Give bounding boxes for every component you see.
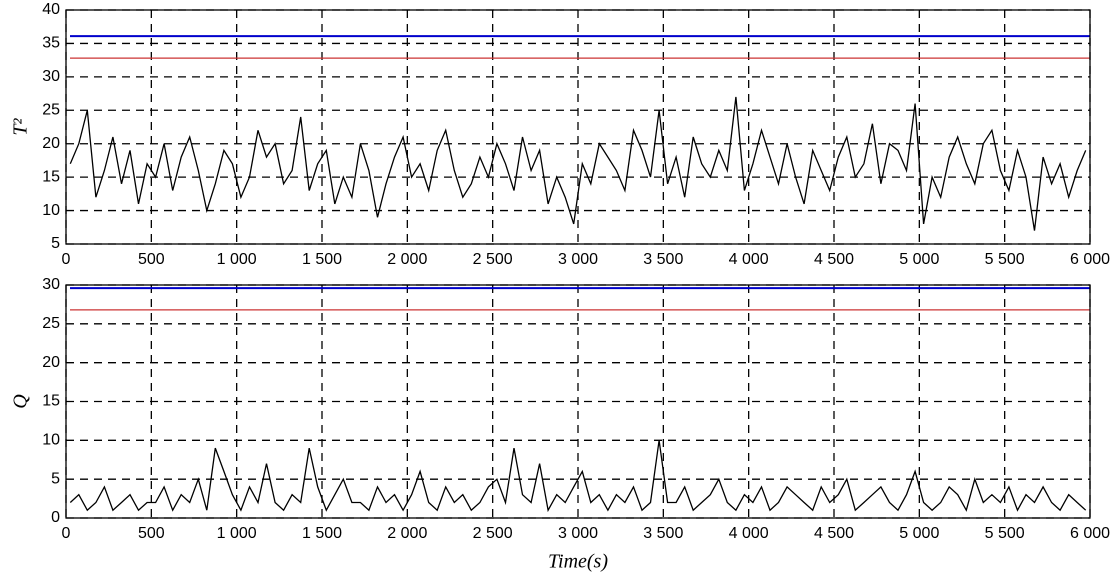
y-tick-label: 0 (51, 509, 60, 526)
y-tick-label: 5 (51, 235, 60, 252)
x-tick-label: 2 500 (473, 251, 513, 268)
y-tick-label: 25 (42, 315, 60, 332)
y-tick-label: 35 (42, 35, 60, 52)
x-tick-label: 4 000 (729, 251, 769, 268)
x-tick-label: 5 000 (899, 525, 939, 542)
y-tick-label: 20 (42, 135, 60, 152)
y-tick-label: 5 (51, 470, 60, 487)
plot-frame (65, 284, 1091, 519)
x-tick-label: 2 000 (387, 251, 427, 268)
x-tick-label: 5 500 (985, 251, 1025, 268)
series-line (69, 440, 1087, 513)
y-tick-label: 30 (42, 68, 60, 85)
x-tick-label: 0 (62, 525, 71, 542)
x-tick-label: 3 500 (643, 525, 683, 542)
x-tick-label: 4 500 (814, 525, 854, 542)
series-line (69, 96, 1087, 231)
x-tick-label: 1 000 (217, 525, 257, 542)
y-tick-label: 25 (42, 102, 60, 119)
x-axis-label: Time(s) (548, 551, 608, 573)
x-tick-label: 2 500 (473, 525, 513, 542)
y-axis-label: Q (10, 394, 32, 409)
y-tick-label: 20 (42, 354, 60, 371)
y-tick-label: 40 (42, 1, 60, 18)
x-tick-label: 3 000 (558, 525, 598, 542)
x-tick-label: 500 (138, 525, 165, 542)
x-tick-label: 4 000 (729, 525, 769, 542)
y-tick-label: 10 (42, 432, 60, 449)
plot-frame (65, 9, 1091, 245)
y-tick-label: 10 (42, 202, 60, 219)
y-axis-label: T² (10, 117, 32, 135)
x-tick-label: 5 000 (899, 251, 939, 268)
y-tick-label: 15 (42, 168, 60, 185)
x-tick-label: 6 000 (1070, 251, 1110, 268)
x-tick-label: 1 500 (302, 525, 342, 542)
x-tick-label: 3 500 (643, 251, 683, 268)
x-tick-label: 5 500 (985, 525, 1025, 542)
x-tick-label: 0 (62, 251, 71, 268)
x-tick-label: 4 500 (814, 251, 854, 268)
y-tick-label: 30 (42, 276, 60, 293)
x-tick-label: 2 000 (387, 525, 427, 542)
x-tick-label: 1 000 (217, 251, 257, 268)
x-tick-label: 3 000 (558, 251, 598, 268)
x-tick-label: 6 000 (1070, 525, 1110, 542)
x-tick-label: 500 (138, 251, 165, 268)
x-tick-label: 1 500 (302, 251, 342, 268)
y-tick-label: 15 (42, 393, 60, 410)
